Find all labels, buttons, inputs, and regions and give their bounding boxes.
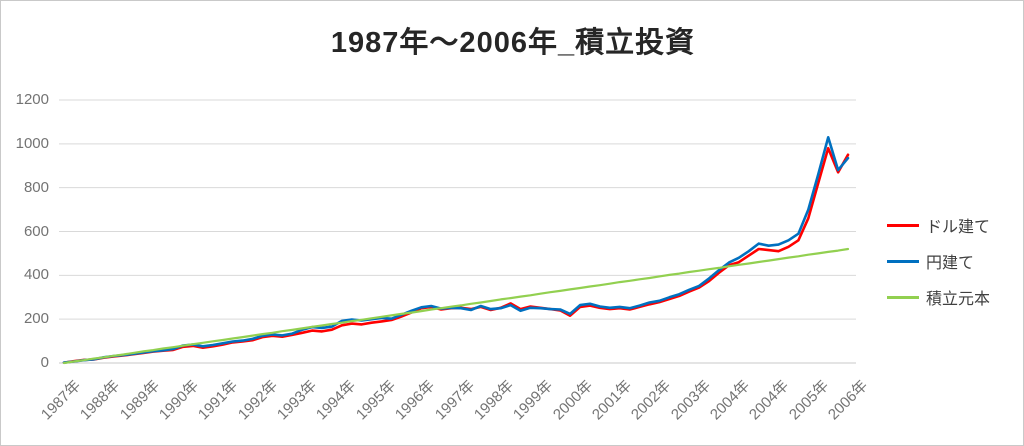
legend-line-swatch bbox=[887, 223, 919, 227]
legend-item-0[interactable]: ドル建て bbox=[887, 207, 990, 243]
legend-item-1[interactable]: 円建て bbox=[887, 243, 990, 279]
y-axis-tick-label: 1000 bbox=[15, 134, 49, 152]
y-axis-tick-label: 800 bbox=[23, 178, 49, 196]
legend: ドル建て円建て積立元本 bbox=[887, 207, 990, 315]
legend-item-label: 積立元本 bbox=[926, 291, 991, 308]
legend-line-swatch bbox=[887, 295, 919, 299]
y-axis-tick-label: 200 bbox=[23, 310, 49, 328]
series-line-1 bbox=[62, 136, 850, 364]
legend-line-swatch bbox=[887, 259, 919, 263]
y-axis-tick-label: 0 bbox=[40, 354, 49, 371]
y-axis-tick-label: 400 bbox=[23, 266, 49, 284]
legend-item-label: 円建て bbox=[926, 255, 975, 272]
series-line-0 bbox=[62, 146, 850, 364]
legend-item-2[interactable]: 積立元本 bbox=[887, 279, 990, 315]
legend-item-label: ドル建て bbox=[926, 219, 991, 236]
y-axis-tick-label: 1200 bbox=[15, 91, 49, 108]
series-line-2 bbox=[62, 247, 850, 365]
chart-title: 1987年〜2006年_積立投資 bbox=[330, 27, 696, 59]
y-axis-tick-label: 600 bbox=[23, 222, 49, 240]
